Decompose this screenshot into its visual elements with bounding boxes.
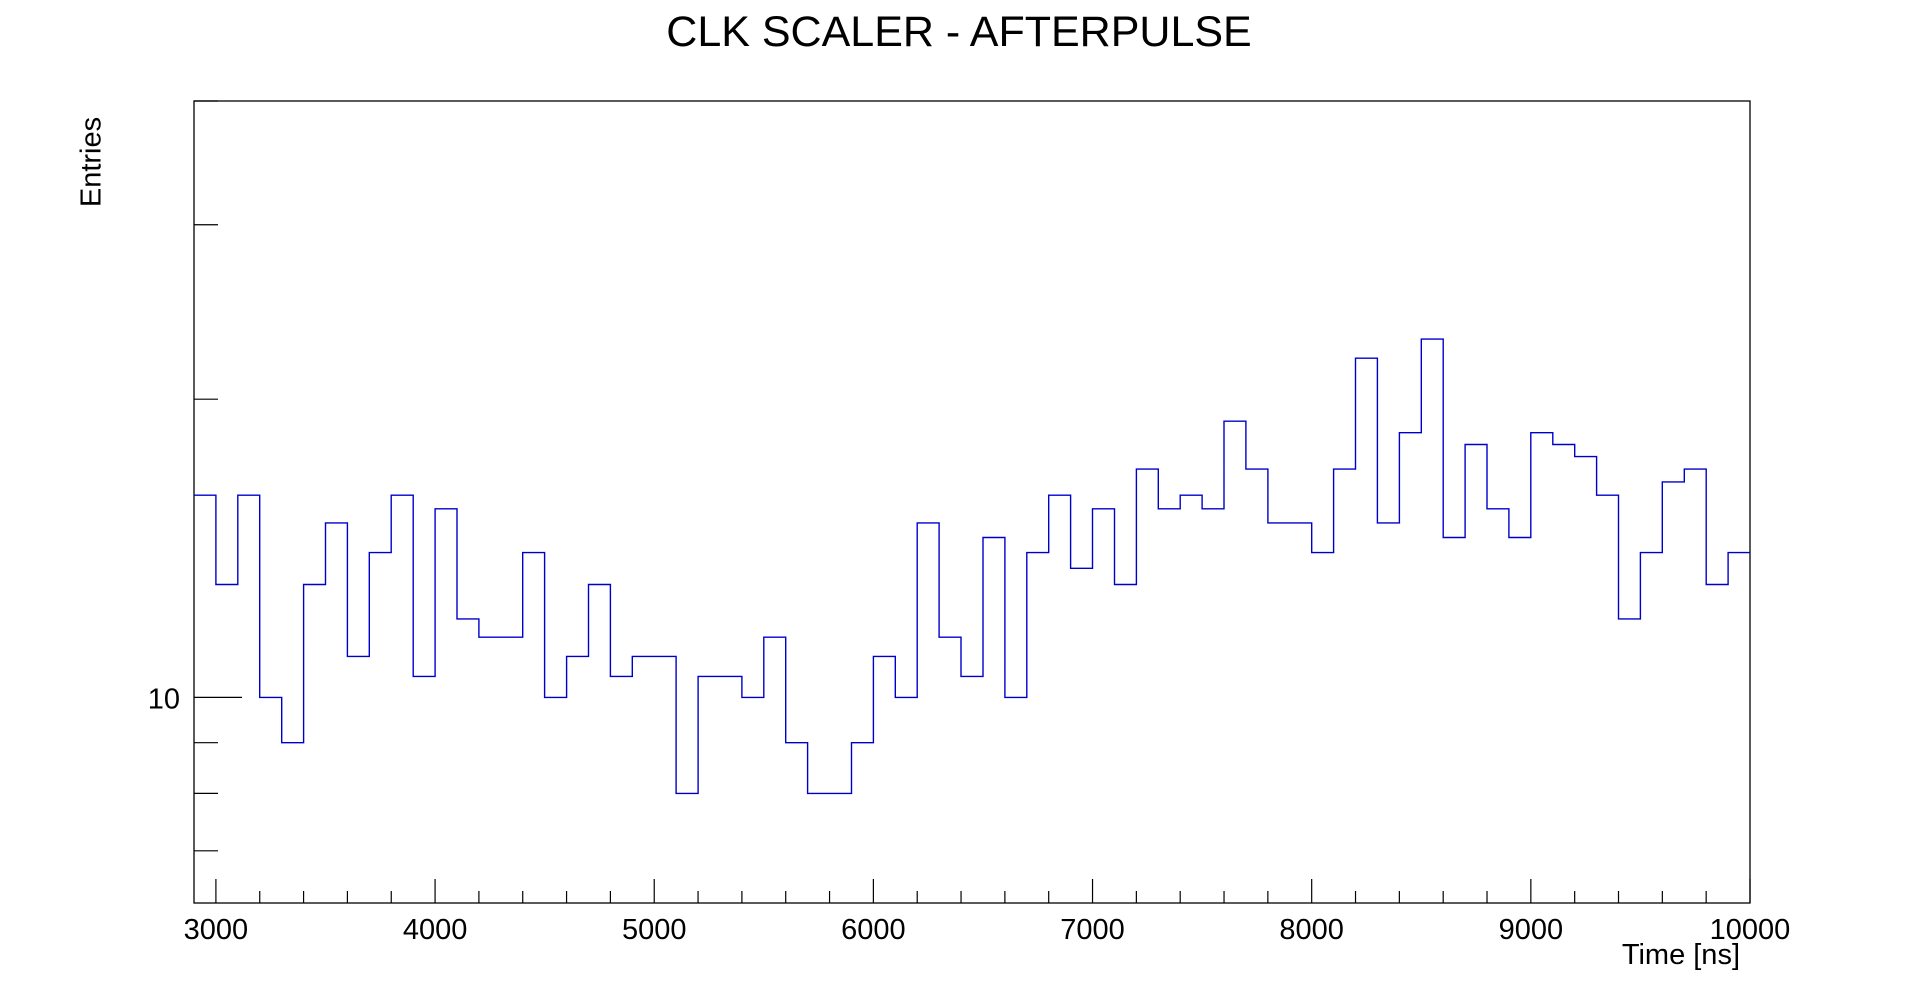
x-axis: 3000 4000 5000 6000 7000 8000 9000 10000	[184, 879, 1791, 946]
y-tick-label: 10	[148, 683, 180, 715]
histogram-line	[194, 338, 1750, 795]
x-axis-label: Time [ns]	[1621, 939, 1740, 971]
plot-frame	[193, 100, 1751, 904]
x-tick-label: 8000	[1279, 914, 1344, 946]
chart-title: CLK SCALER - AFTERPULSE	[666, 8, 1252, 56]
x-tick-label: 5000	[622, 914, 687, 946]
x-tick-label: 6000	[841, 914, 906, 946]
x-tick-label: 4000	[403, 914, 468, 946]
x-tick-label: 7000	[1060, 914, 1125, 946]
x-tick-label: 3000	[184, 914, 249, 946]
x-tick-label: 9000	[1499, 914, 1564, 946]
y-axis: 10	[148, 100, 242, 852]
x-tick-label: 10000	[1710, 914, 1791, 946]
